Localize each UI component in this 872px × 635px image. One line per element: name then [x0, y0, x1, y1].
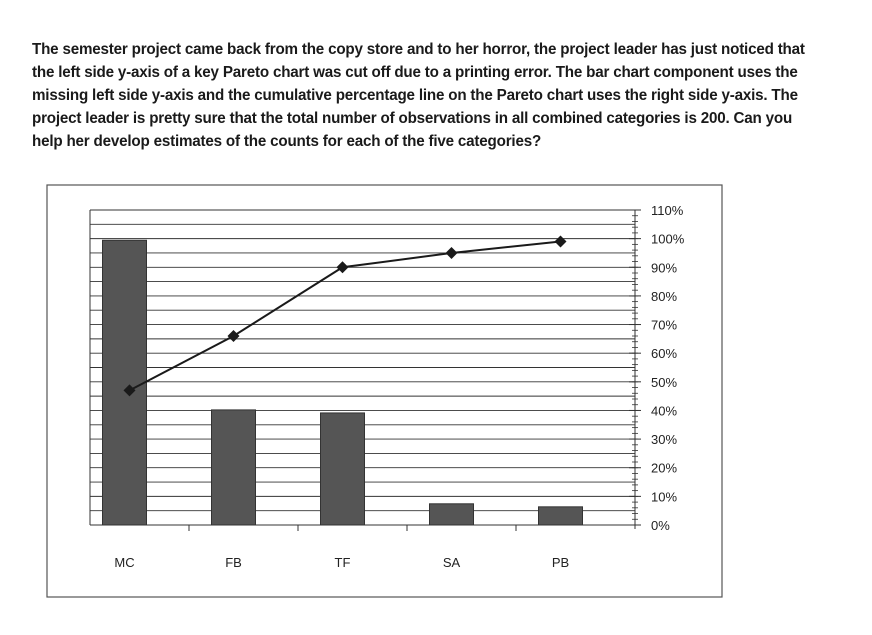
right-tick-label: 80%	[651, 289, 677, 304]
right-tick-label: 60%	[651, 346, 677, 361]
right-tick-label: 20%	[651, 461, 677, 476]
chart-border	[46, 184, 723, 598]
problem-statement: The semester project came back from the …	[32, 41, 805, 150]
bar-mc	[102, 239, 147, 526]
cumulative-point-fb	[227, 330, 240, 342]
cumulative-point-pb	[554, 235, 567, 248]
cumulative-point-tf	[336, 261, 349, 274]
bar-fb	[211, 409, 256, 526]
right-tick-label: 50%	[651, 375, 677, 390]
right-tick-label: 0%	[651, 518, 670, 533]
right-tick-label: 40%	[651, 403, 677, 418]
right-tick-label: 70%	[651, 318, 677, 333]
cumulative-point-mc	[123, 384, 136, 397]
x-axis: MC FB TF SA PB	[90, 524, 635, 570]
category-label-fb: FB	[225, 555, 242, 570]
bar-sa	[429, 503, 474, 526]
bar-tf	[320, 412, 365, 526]
right-tick-label: 10%	[651, 489, 677, 504]
right-tick-label: 30%	[651, 432, 677, 447]
right-tick-label: 90%	[651, 260, 677, 275]
bars	[102, 239, 583, 526]
cumulative-line	[123, 235, 567, 397]
category-label-mc: MC	[114, 555, 134, 570]
right-axis: 0% 10% 20% 30% 40% 50% 60% 70% 80% 90% 100% 110%	[629, 203, 685, 533]
right-tick-label: 100%	[651, 232, 685, 247]
category-label-sa: SA	[443, 555, 461, 570]
right-tick-label: 110%	[651, 203, 684, 218]
bar-pb	[538, 506, 583, 526]
cumulative-point-sa	[445, 246, 458, 259]
category-label-tf: TF	[335, 555, 351, 570]
category-label-pb: PB	[552, 555, 569, 570]
